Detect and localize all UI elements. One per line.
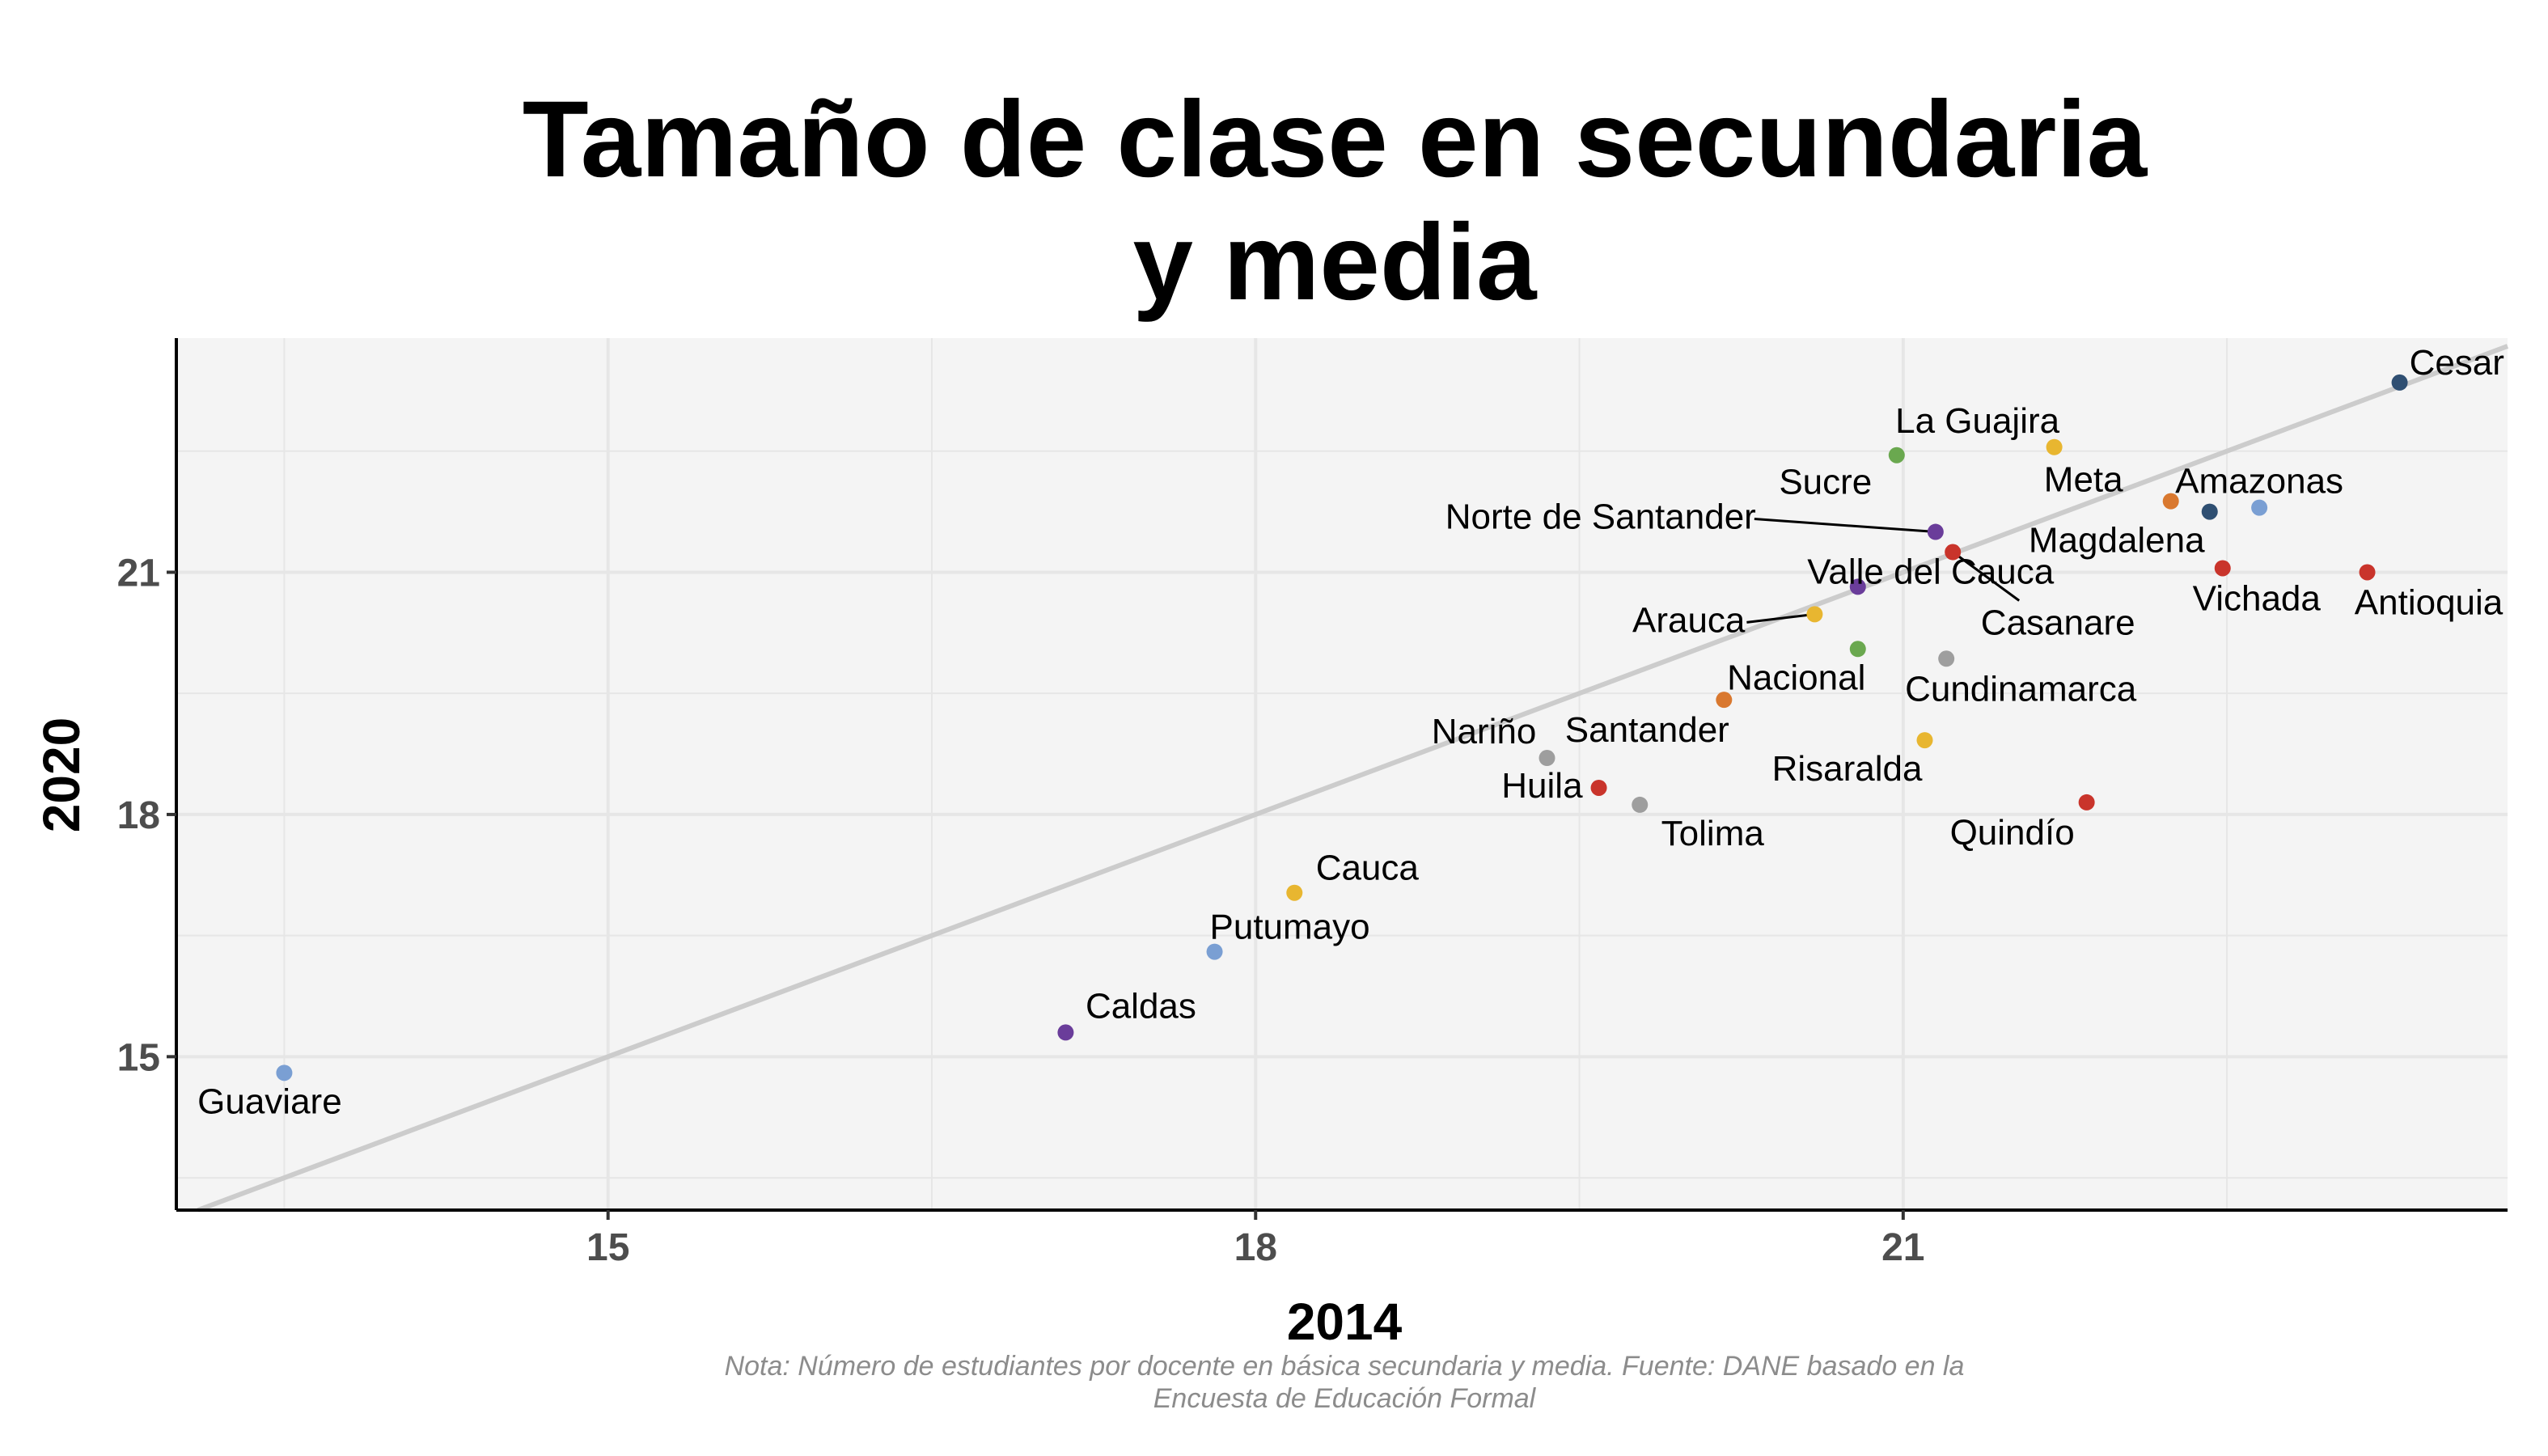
y-tick-label: 21 — [117, 552, 160, 595]
label-sucre: Sucre — [1779, 463, 1872, 502]
leader-line-norte-de-santander — [1754, 518, 1936, 534]
label-valle-del-cauca: Valle del Cauca — [1807, 552, 2054, 591]
point-vichada — [2214, 560, 2231, 577]
leader-line-arauca — [1746, 612, 1815, 624]
point-huila — [1590, 779, 1607, 796]
label-leader-lines — [1746, 518, 2021, 624]
point-la-guajira — [2046, 438, 2063, 455]
y-axis-title: 2020 — [32, 717, 91, 832]
label-magdalena: Magdalena — [2029, 521, 2205, 561]
point-risaralda — [1916, 732, 1933, 749]
label-cauca: Cauca — [1316, 849, 1420, 888]
point-narino — [1539, 750, 1555, 767]
label-cesar: Cesar — [2410, 343, 2504, 383]
axes: 15 18 21 15 18 21 — [117, 338, 2508, 1269]
point-magdalena — [2201, 503, 2218, 520]
label-huila: Huila — [1501, 766, 1583, 806]
y-tick-label: 18 — [117, 794, 160, 837]
label-antioquia: Antioquia — [2355, 582, 2504, 622]
label-cundinamarca: Cundinamarca — [1905, 669, 2137, 709]
x-tick-label: 21 — [1881, 1226, 1924, 1269]
label-quindio: Quindío — [1950, 813, 2075, 853]
label-caldas: Caldas — [1086, 986, 1196, 1026]
label-norte-de-santander: Norte de Santander — [1445, 497, 1756, 537]
chart-note-line-1: Nota: Número de estudiantes por docente … — [725, 1351, 1965, 1382]
label-nacional: Nacional — [1727, 658, 1865, 697]
plot-panel — [176, 338, 2508, 1210]
chart-note-line-2: Encuesta de Educación Formal — [1153, 1383, 1537, 1414]
point-norte-de-santander — [1927, 523, 1944, 540]
point-nacional — [1849, 641, 1866, 658]
label-putumayo: Putumayo — [1210, 908, 1370, 947]
point-casanare — [1945, 544, 1962, 561]
point-caldas — [1057, 1024, 1074, 1041]
reference-line — [197, 344, 2509, 1213]
label-narino: Nariño — [1432, 712, 1537, 751]
y-tick-label: 15 — [117, 1036, 160, 1079]
point-sucre — [1888, 447, 1905, 463]
gridlines — [176, 338, 2508, 1210]
point-meta — [2162, 493, 2179, 510]
label-casanare: Casanare — [1981, 603, 2135, 643]
leader-line-casanare — [1952, 551, 2021, 602]
point-labels: Cesar La Guajira Sucre Meta Amazonas Magdalen… — [197, 343, 2504, 1121]
point-amazonas — [2251, 499, 2268, 516]
point-valle-del-cauca — [1849, 578, 1866, 595]
label-santander: Santander — [1565, 710, 1729, 750]
point-cauca — [1286, 884, 1303, 901]
label-la-guajira: La Guajira — [1895, 401, 2060, 441]
label-tolima: Tolima — [1661, 814, 1765, 853]
x-tick-label: 15 — [586, 1226, 629, 1269]
label-amazonas: Amazonas — [2175, 462, 2343, 502]
point-guaviare — [276, 1064, 293, 1081]
x-tick-label: 18 — [1234, 1226, 1277, 1269]
point-cundinamarca — [1938, 650, 1955, 667]
point-arauca — [1806, 606, 1823, 623]
point-cesar — [2391, 374, 2408, 391]
label-vichada: Vichada — [2193, 578, 2322, 618]
label-meta: Meta — [2044, 460, 2123, 500]
data-points — [276, 374, 2408, 1081]
point-quindio — [2078, 794, 2095, 811]
label-guaviare: Guaviare — [197, 1081, 342, 1121]
chart-title-line-1: Tamaño de clase en secundaria — [523, 79, 2148, 200]
chart-title-line-2: y media — [1132, 202, 1538, 323]
label-arauca: Arauca — [1632, 600, 1746, 640]
point-santander — [1716, 692, 1733, 709]
point-antioquia — [2359, 564, 2376, 581]
x-axis-title: 2014 — [1287, 1293, 1403, 1351]
label-risaralda: Risaralda — [1772, 749, 1923, 789]
point-putumayo — [1206, 943, 1223, 960]
point-tolima — [1632, 796, 1649, 813]
